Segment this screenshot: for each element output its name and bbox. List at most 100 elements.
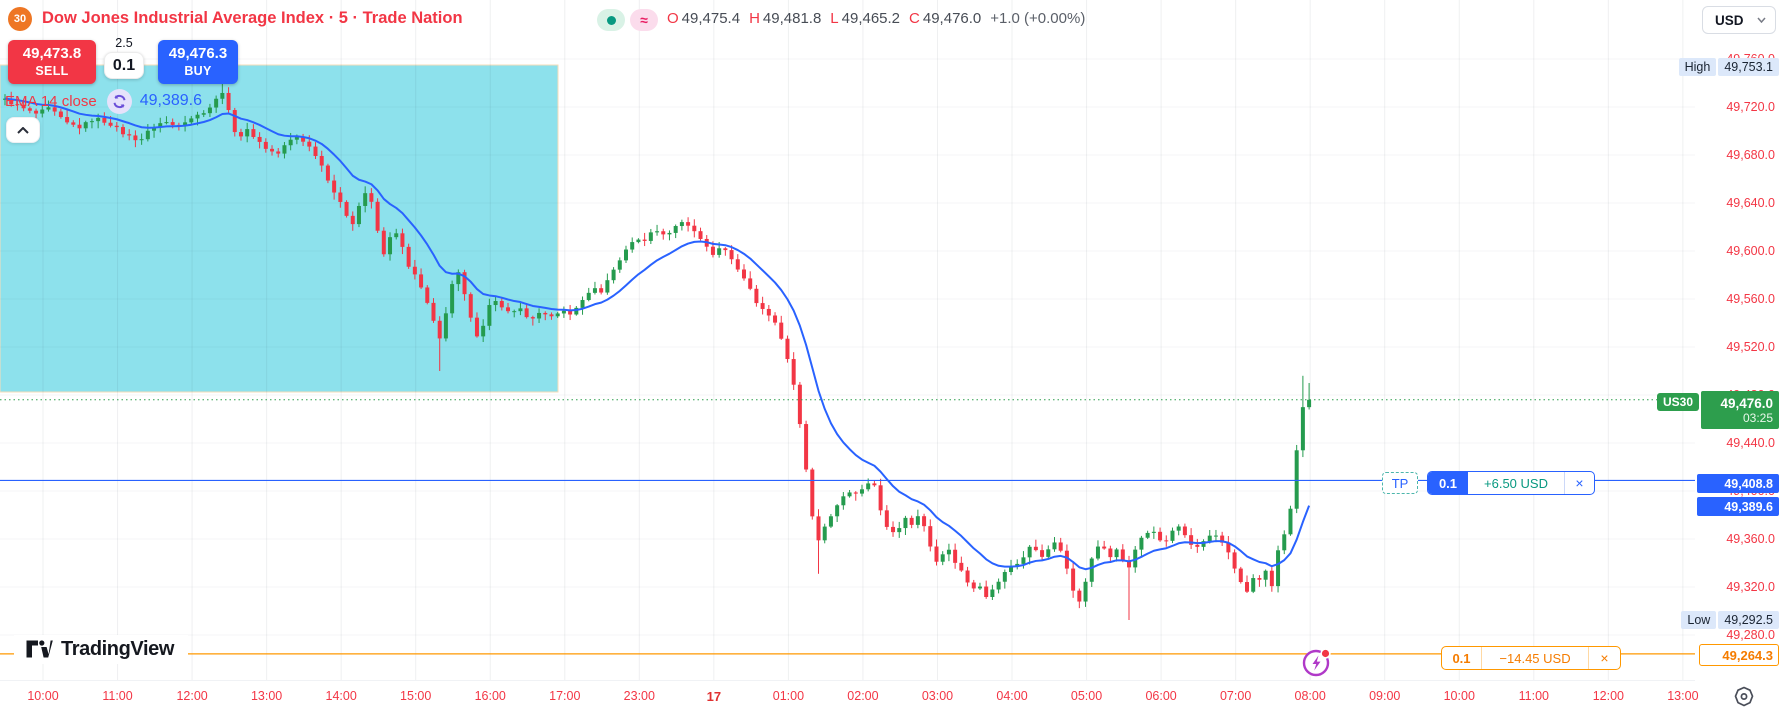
chart-plot-area[interactable] — [0, 0, 1695, 680]
time-tick: 05:00 — [1070, 689, 1103, 703]
candle-body — [922, 516, 927, 527]
candle-body — [1263, 570, 1268, 580]
tradingview-logo[interactable]: TradingView — [14, 635, 189, 664]
candle-body — [114, 125, 119, 128]
candle-body — [667, 232, 672, 235]
tp-price-label: 49,408.8 — [1697, 474, 1779, 493]
candle-body — [1176, 526, 1181, 531]
candle-body — [661, 231, 666, 235]
candle-body — [816, 516, 821, 541]
candle-body — [89, 121, 94, 123]
candle-body — [940, 554, 945, 562]
candle-body — [1213, 535, 1218, 537]
candle-body — [1276, 550, 1281, 587]
time-tick: 01:00 — [772, 689, 805, 703]
candle-body — [1114, 549, 1119, 558]
candle-body — [1083, 581, 1088, 602]
price-axis[interactable]: 49,760.049,720.049,680.049,640.049,600.0… — [1695, 0, 1781, 680]
sell-button[interactable]: 49,473.8 SELL — [8, 40, 96, 84]
candle-body — [251, 129, 256, 137]
tradingview-logo-text: TradingView — [61, 638, 175, 660]
market-status-icon[interactable] — [597, 9, 625, 31]
candle-body — [350, 215, 355, 225]
candle-body — [841, 496, 846, 506]
price-tick: 49,280.0 — [1726, 628, 1775, 642]
position-widget[interactable]: 0.1 −14.45 USD × — [1441, 646, 1621, 670]
candlestick-chart[interactable] — [0, 0, 1695, 680]
currency-selector[interactable]: USD — [1702, 6, 1776, 34]
candle-body — [214, 98, 219, 108]
candle-body — [313, 146, 318, 156]
axis-settings-gear-icon[interactable] — [1731, 684, 1757, 710]
candle-body — [1127, 560, 1132, 568]
candle-body — [791, 359, 796, 385]
candle-body — [487, 305, 492, 326]
candle-body — [891, 526, 896, 533]
candle-body — [388, 237, 393, 255]
candle-body — [276, 151, 281, 154]
buy-button[interactable]: 49,476.3 BUY — [158, 40, 238, 84]
quantity-field[interactable]: 0.1 — [104, 52, 144, 79]
candle-body — [34, 110, 39, 114]
candle-body — [698, 231, 703, 239]
candle-body — [369, 193, 374, 202]
candle-body — [226, 92, 231, 111]
candle-body — [332, 180, 337, 193]
candle-body — [462, 272, 467, 295]
candle-body — [953, 549, 958, 563]
chevron-up-icon — [17, 126, 29, 134]
timeframe-badge[interactable]: 30 — [8, 7, 32, 31]
candle-body — [1052, 542, 1057, 550]
candle-body — [1282, 534, 1287, 551]
instant-order-icon[interactable] — [1300, 645, 1334, 679]
tp-order-widget[interactable]: 0.1 +6.50 USD × — [1427, 471, 1595, 495]
day-marker-tick: 17 — [706, 689, 722, 704]
candle-body — [1027, 546, 1032, 558]
candle-body — [741, 269, 746, 279]
time-tick: 10:00 — [1443, 689, 1475, 703]
candle-body — [965, 570, 970, 583]
candle-body — [1145, 532, 1150, 538]
time-tick: 16:00 — [474, 689, 506, 703]
candle-body — [1046, 549, 1051, 557]
tp-tag[interactable]: TP — [1382, 472, 1418, 494]
open-letter: O — [667, 10, 679, 27]
candle-body — [195, 114, 200, 119]
candle-body — [381, 230, 386, 255]
time-axis[interactable]: 10:00 11:00 12:00 13:00 14:00 15:00 16:00 17:00… — [0, 680, 1699, 712]
candle-body — [437, 320, 442, 339]
candle-body — [400, 233, 405, 247]
candle-body — [773, 315, 778, 323]
candle-body — [1300, 407, 1305, 451]
tp-pnl: +6.50 USD — [1484, 475, 1548, 491]
candle-body — [984, 586, 989, 597]
indicator-row[interactable]: EMA 14 close 49,389.6 — [5, 88, 202, 114]
candle-body — [40, 109, 45, 114]
candle-body — [201, 113, 206, 115]
collapse-panel-button[interactable] — [6, 117, 40, 143]
candle-body — [493, 301, 498, 306]
time-tick: 14:00 — [325, 689, 357, 703]
tp-quantity[interactable]: 0.1 — [1428, 472, 1468, 494]
candle-body — [1201, 541, 1206, 547]
candle-body — [847, 492, 852, 497]
approx-data-icon[interactable]: ≈ — [630, 9, 658, 31]
refresh-icon[interactable] — [106, 88, 132, 114]
candle-body — [655, 231, 660, 233]
time-tick: 08:00 — [1294, 689, 1326, 703]
symbol-title[interactable]: Dow Jones Industrial Average Index · 5 ·… — [42, 9, 463, 27]
candle-body — [549, 314, 554, 317]
high-chip-text: High — [1678, 58, 1717, 76]
candle-body — [996, 581, 1001, 590]
candle-body — [605, 280, 610, 293]
position-close-icon[interactable]: × — [1588, 647, 1620, 669]
candle-body — [183, 122, 188, 127]
candle-body — [152, 127, 157, 131]
tp-close-icon[interactable]: × — [1564, 472, 1594, 494]
position-quantity[interactable]: 0.1 — [1442, 647, 1482, 669]
candle-body — [1108, 548, 1113, 558]
candle-body — [282, 145, 287, 154]
candle-body — [717, 248, 722, 255]
candle-body — [1195, 544, 1200, 547]
